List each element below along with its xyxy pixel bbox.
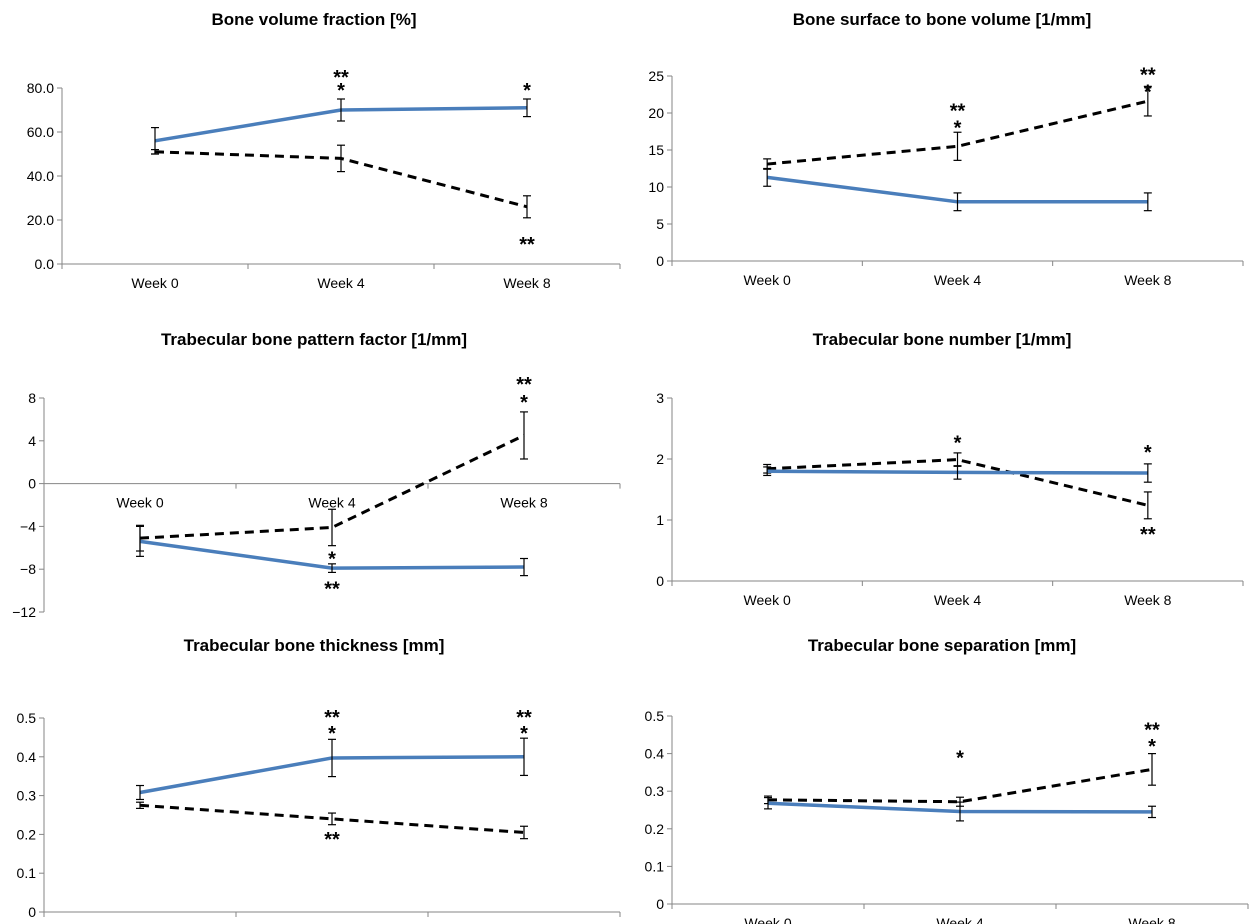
- y-tick-label: 0.4: [645, 746, 665, 762]
- y-tick-label: 0: [656, 253, 664, 269]
- significance-marker: *: [328, 548, 336, 570]
- y-tick-label: 10: [648, 179, 664, 195]
- y-tick-label: 0.3: [645, 783, 665, 799]
- y-tick-label: 3: [656, 390, 664, 406]
- significance-marker: *: [956, 747, 964, 769]
- significance-marker: *: [328, 723, 336, 745]
- significance-marker: **: [1140, 64, 1156, 86]
- significance-marker: *: [523, 80, 531, 102]
- y-tick-label: 0: [28, 904, 36, 920]
- y-tick-label: 0.2: [17, 826, 37, 842]
- y-tick-label: 15: [648, 142, 664, 158]
- y-tick-label: 0.1: [645, 858, 665, 874]
- y-tick-label: 4: [28, 433, 36, 449]
- x-tick-label: Week 8: [500, 495, 547, 511]
- significance-marker: **: [1140, 524, 1156, 546]
- x-tick-label: Week 8: [1124, 272, 1171, 288]
- significance-marker: *: [520, 723, 528, 745]
- significance-marker: *: [954, 118, 962, 140]
- chart-pattern-factor: Trabecular bone pattern factor [1/mm] −1…: [0, 308, 628, 626]
- chart-bone-thickness: Trabecular bone thickness [mm] 0 0.1 0.2 0.…: [0, 626, 628, 924]
- significance-marker: *: [520, 392, 528, 414]
- chart-bone-volume-fraction: Bone volume fraction [%] 0.0 20.0 40.0 60.0…: [0, 0, 628, 308]
- y-tick-label: 1: [656, 512, 664, 528]
- chart-title: Bone volume fraction [%]: [211, 10, 417, 29]
- x-tick-label: Week 0: [744, 915, 791, 924]
- x-tick-label: Week 0: [131, 275, 178, 291]
- x-tick-label: Week 8: [503, 275, 550, 291]
- y-tick-label: 8: [28, 390, 36, 406]
- significance-marker: *: [337, 80, 345, 102]
- y-tick-label: −12: [12, 604, 36, 620]
- significance-marker: **: [1144, 719, 1160, 741]
- significance-marker: *: [954, 433, 962, 455]
- x-tick-label: Week 0: [744, 272, 791, 288]
- significance-marker: *: [1148, 736, 1156, 758]
- significance-marker: **: [324, 578, 340, 600]
- significance-marker: **: [950, 101, 966, 123]
- significance-marker: *: [1144, 81, 1152, 103]
- y-tick-label: 20: [648, 105, 664, 121]
- y-tick-label: 0.5: [645, 708, 665, 724]
- x-tick-label: Week 4: [934, 592, 981, 608]
- significance-marker: **: [324, 707, 340, 729]
- y-tick-label: 0: [656, 573, 664, 589]
- y-tick-label: 0: [28, 476, 36, 492]
- y-tick-label: 25: [648, 68, 664, 84]
- significance-marker: **: [333, 67, 349, 89]
- chart-title: Trabecular bone thickness [mm]: [183, 636, 445, 655]
- x-tick-label: Week 4: [934, 272, 981, 288]
- chart-bone-surface-to-volume: Bone surface to bone volume [1/mm] 0 5 10 1…: [628, 0, 1256, 308]
- series-line: [139, 803, 525, 834]
- series-line: [767, 99, 1149, 166]
- y-tick-label: 80.0: [27, 80, 54, 96]
- y-tick-label: 5: [656, 216, 664, 232]
- significance-marker: **: [519, 234, 535, 256]
- y-tick-label: 0.5: [17, 710, 37, 726]
- y-tick-label: 40.0: [27, 168, 54, 184]
- y-tick-label: 60.0: [27, 124, 54, 140]
- significance-marker: **: [516, 374, 532, 396]
- series-line: [767, 767, 1153, 804]
- y-tick-label: 2: [656, 451, 664, 467]
- y-tick-label: 0.3: [17, 788, 37, 804]
- chart-title: Bone surface to bone volume [1/mm]: [792, 10, 1092, 29]
- chart-bone-number: Trabecular bone number [1/mm] 0 1 2 3 Week 0…: [628, 308, 1256, 626]
- series-line: [139, 434, 525, 540]
- chart-title: Trabecular bone separation [mm]: [807, 636, 1077, 655]
- chart-bone-separation: Trabecular bone separation [mm] 0 0.1 0.2 0…: [628, 626, 1256, 924]
- x-tick-label: Week 4: [317, 275, 364, 291]
- x-tick-label: Week 0: [116, 495, 163, 511]
- y-tick-label: −4: [20, 518, 36, 534]
- x-tick-label: Week 4: [936, 915, 983, 924]
- y-tick-label: 0.2: [645, 821, 665, 837]
- series-line: [767, 458, 1149, 507]
- x-tick-label: Week 4: [308, 495, 355, 511]
- chart-title: Trabecular bone number [1/mm]: [812, 330, 1072, 349]
- x-tick-label: Week 0: [744, 592, 791, 608]
- y-tick-label: 0.4: [17, 749, 37, 765]
- x-tick-label: Week 8: [1128, 915, 1175, 924]
- significance-marker: **: [516, 707, 532, 729]
- significance-marker: **: [324, 829, 340, 851]
- y-tick-label: 0.1: [17, 865, 37, 881]
- y-tick-label: 0.0: [35, 256, 55, 272]
- significance-marker: *: [1144, 442, 1152, 464]
- x-tick-label: Week 8: [1124, 592, 1171, 608]
- y-tick-label: 0: [656, 896, 664, 912]
- chart-title: Trabecular bone pattern factor [1/mm]: [160, 330, 468, 349]
- y-tick-label: −8: [20, 561, 36, 577]
- y-tick-label: 20.0: [27, 212, 54, 228]
